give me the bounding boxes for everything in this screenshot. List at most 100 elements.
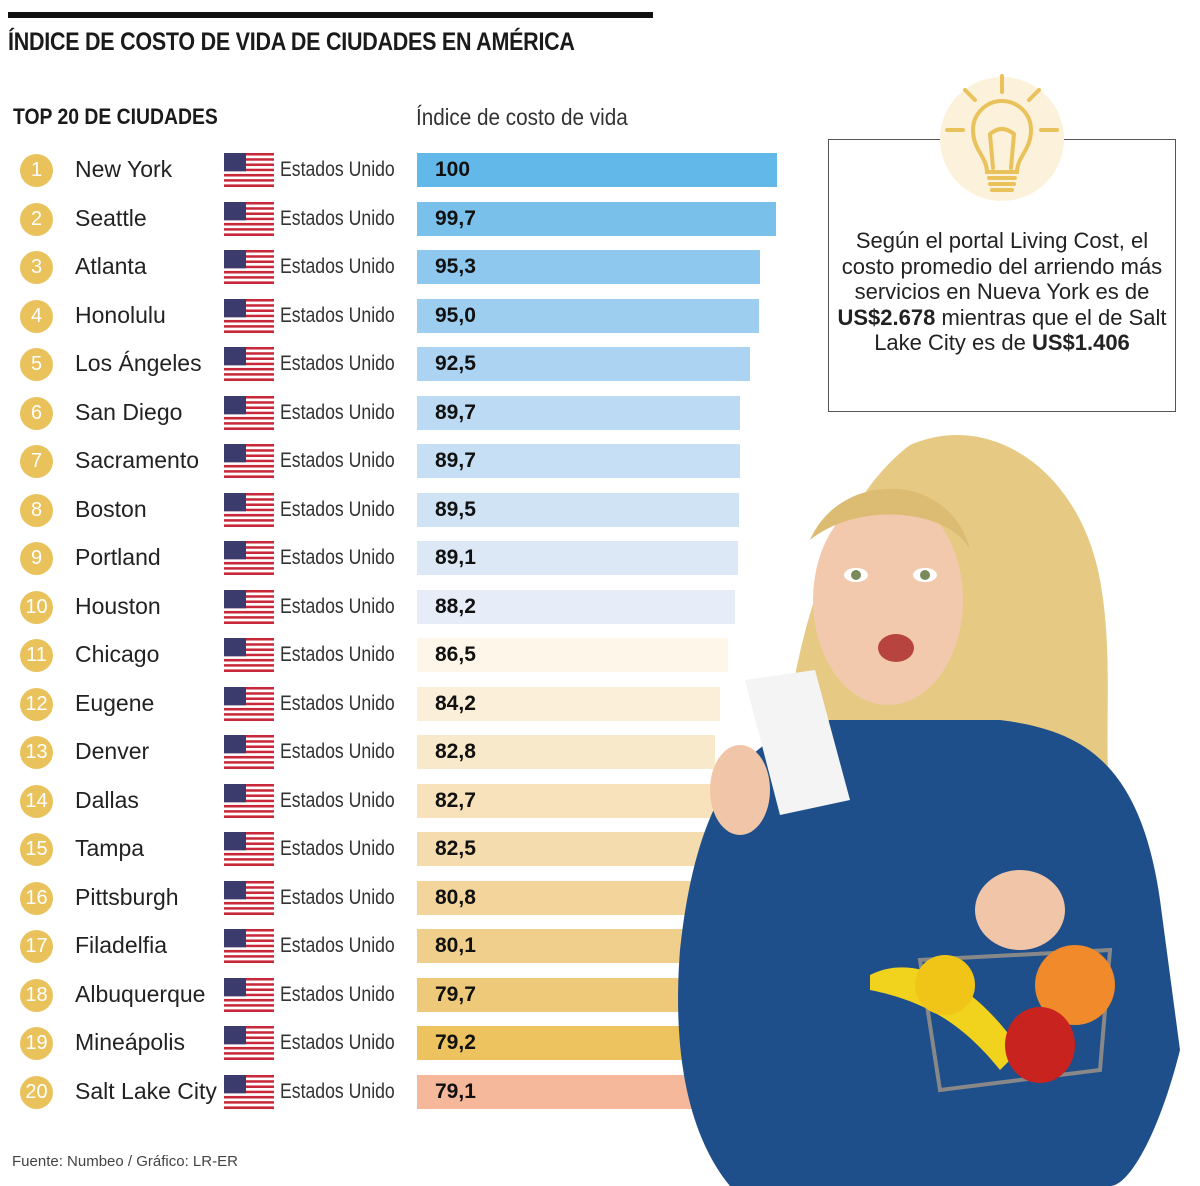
data-label: 84,2 [435,691,476,715]
data-label: 79,7 [435,982,476,1006]
data-label: 95,0 [435,303,476,327]
source-note: Fuente: Numbeo / Gráfico: LR-ER [12,1153,238,1170]
bar-row: 18 Albuquerque Estados Unidos 79,7 [0,977,800,1013]
rank-badge: 16 [20,881,53,915]
country-name: Estados Unidos [280,594,396,618]
data-label: 82,7 [435,788,476,812]
chart-title: ÍNDICE DE COSTO DE VIDA DE CIUDADES EN A… [8,28,575,56]
info-text: Según el portal Living Cost, el costo pr… [828,228,1176,356]
bar-row: 8 Boston Estados Unidos 89,5 [0,492,800,528]
country-name: Estados Unidos [280,691,396,715]
woman-with-basket-photo [678,435,1180,1186]
rank-badge: 5 [20,348,53,381]
data-label: 86,5 [435,643,476,666]
bar-row: 7 Sacramento Estados Unidos 89,7 [0,443,800,479]
us-flag-icon [224,686,274,721]
us-flag-icon [224,832,274,866]
data-label: 89,1 [435,546,476,569]
rank-badge: 9 [20,542,53,575]
country-name: Estados Unidos [280,206,396,230]
city-name: New York [75,156,173,182]
us-flag-icon [224,492,274,527]
top-rule [8,12,653,18]
country-name: Estados Unidos [280,158,396,181]
country-name: Estados Unidos [280,934,396,957]
country-name: Estados Unidos [280,449,396,472]
x-axis-label: Índice de costo de vida [416,104,628,130]
bar-row: 19 Mineápolis Estados Unidos 79,2 [0,1025,800,1061]
city-name: Honolulu [75,301,166,328]
bar-row: 17 Filadelfia Estados Unidos 80,1 [0,928,800,964]
data-label: 99,7 [435,206,476,230]
bar-row: 1 New York Estados Unidos 100 [0,152,800,188]
rank-badge: 13 [20,736,53,769]
country-name: Estados Unidos [280,643,396,666]
us-flag-icon [224,347,274,381]
us-flag-icon [224,929,274,963]
bar-row: 16 Pittsburgh Estados Unidos 80,8 [0,880,800,916]
country-name: Estados Unidos [280,788,396,812]
city-name: Chicago [75,641,160,667]
us-flag-icon [224,589,274,624]
rank-badge: 14 [20,784,53,818]
us-flag-icon [224,1026,274,1060]
rank-badge: 15 [20,833,53,866]
city-name: Pittsburgh [75,883,179,910]
city-name: Portland [75,544,161,570]
us-flag-icon [224,783,274,818]
rank-badge: 4 [20,299,53,333]
bar-row: 12 Eugene Estados Unidos 84,2 [0,686,800,722]
data-label: 80,1 [435,934,476,957]
city-name: San Diego [75,398,183,425]
rank-badge: 18 [20,978,53,1012]
info-text-part: Según el portal Living Cost, el costo pr… [841,228,1163,304]
data-label: 82,8 [435,740,476,763]
bar [417,541,738,575]
data-label: 89,7 [435,449,476,472]
bar-row: 11 Chicago Estados Unidos 86,5 [0,637,800,673]
city-name: Seattle [75,204,147,231]
country-name: Estados Unidos [280,740,396,763]
amount-new-york: US$2.678 [837,304,936,330]
country-name: Estados Unidos [280,255,396,278]
data-label: 89,7 [435,400,476,424]
bar-row: 13 Denver Estados Unidos 82,8 [0,734,800,770]
bar-row: 14 Dallas Estados Unidos 82,7 [0,783,800,819]
us-flag-icon [224,201,274,236]
bar-row: 9 Portland Estados Unidos 89,1 [0,540,800,576]
data-label: 100 [435,158,471,181]
us-flag-icon [224,880,274,915]
bar [417,686,721,721]
city-name: Houston [75,592,161,619]
data-label: 95,3 [435,255,476,278]
country-name: Estados Unidos [280,303,396,327]
country-name: Estados UnidosEsta [280,837,395,860]
bar [417,347,750,381]
bar [417,153,777,187]
us-flag-icon [224,153,274,187]
us-flag-icon [224,444,274,478]
rank-badge: 6 [20,396,53,430]
bar [417,298,759,333]
data-label: 92,5 [435,352,476,375]
bar-row: 3 Atlanta Estados Unidos 95,3 [0,249,800,285]
us-flag-icon [224,638,274,672]
us-flag-icon [224,977,274,1012]
city-name: Salt Lake City [75,1077,217,1104]
bar-row: 5 Los Ángeles Estados Unidos 92,5 [0,346,800,382]
city-name: Mineápolis [75,1029,185,1055]
rank-badge: 11 [20,639,53,672]
city-name: Los Ángeles [75,350,202,376]
bar [417,1074,702,1109]
bar [417,783,715,818]
data-label: 89,5 [435,497,476,521]
amount-salt-lake-city: US$1.406 [1031,330,1130,355]
bar-row: 2 Seattle Estados Unidos 99,7 [0,201,800,237]
country-name: Estados Unidos [280,497,396,521]
us-flag-icon [224,735,274,769]
us-flag-icon [224,541,274,575]
rank-badge: 8 [20,493,53,527]
bar [417,735,716,769]
data-label: 79,1 [435,1079,476,1103]
city-name: Denver [75,738,150,764]
